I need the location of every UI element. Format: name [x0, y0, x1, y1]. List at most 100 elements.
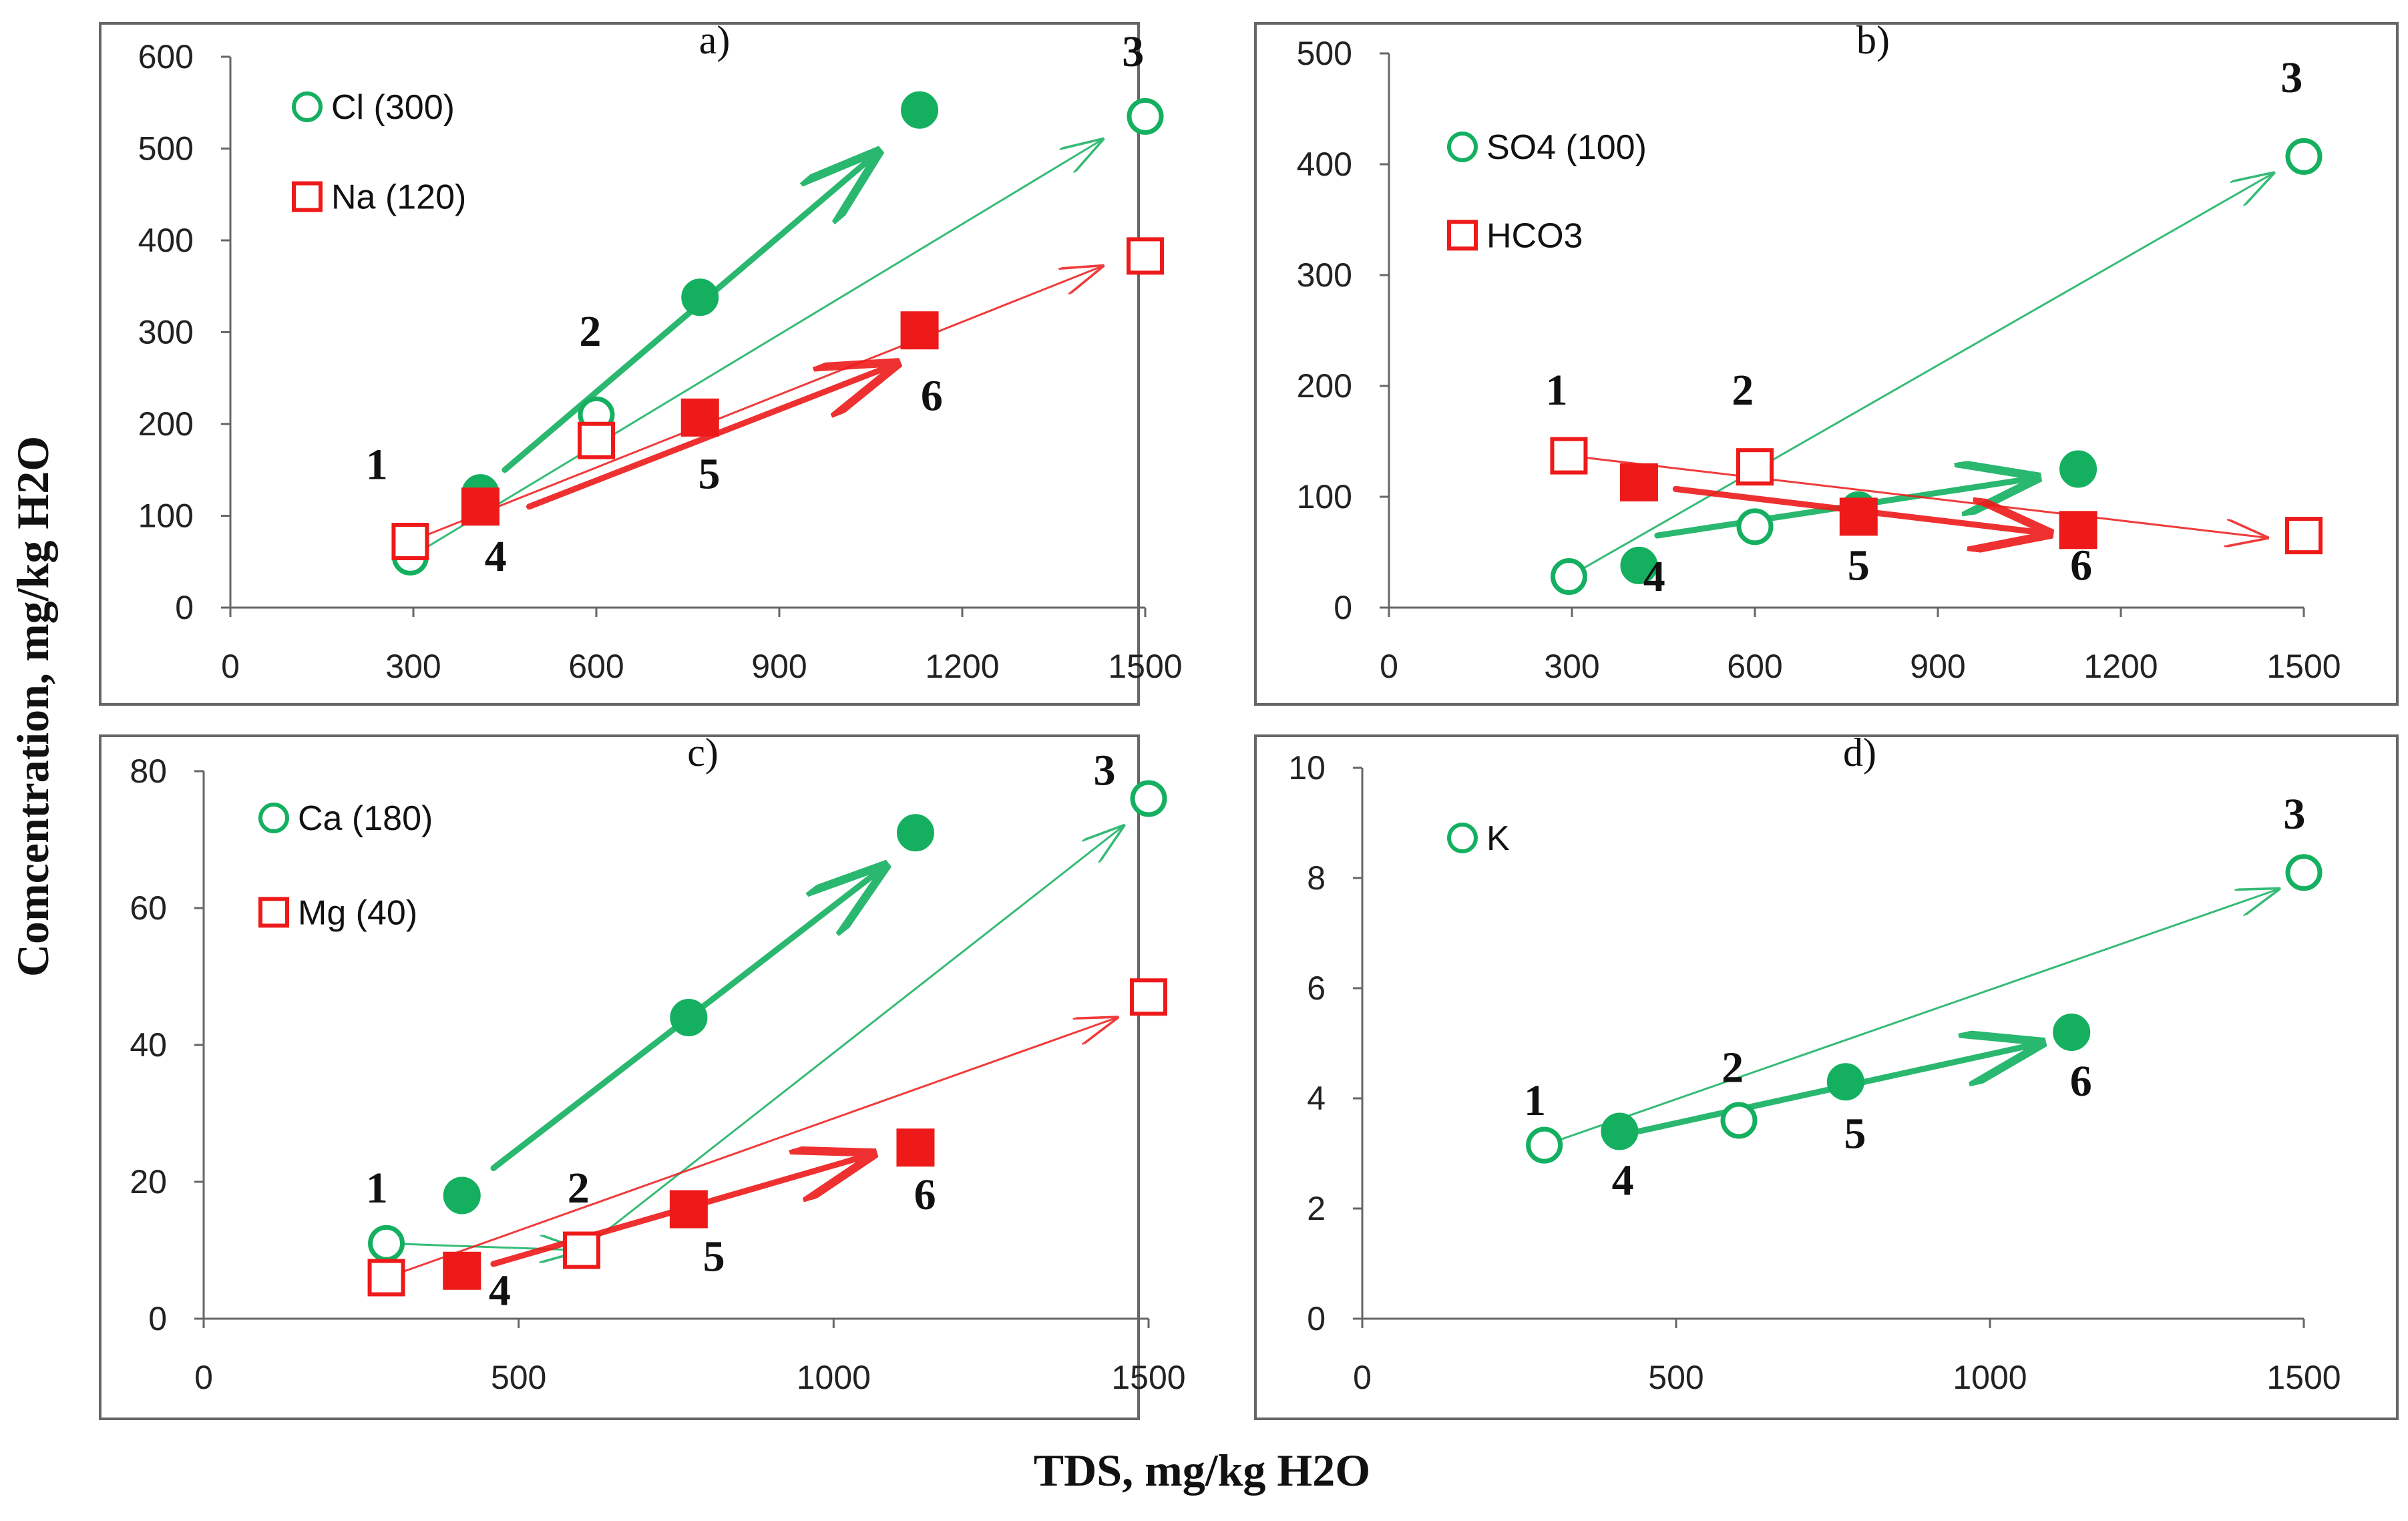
y-tick-label: 60 [130, 889, 167, 927]
data-point-filled [443, 1251, 481, 1290]
data-point-filled [900, 311, 939, 350]
y-tick-label: 6 [1307, 969, 1326, 1007]
panel-a: 0 100 200 300 400 500 600 0 300 600 900 1200 1500 a) 1… [138, 18, 1183, 685]
data-point-filled [2059, 450, 2097, 488]
data-point-open [563, 1231, 600, 1269]
data-point-open [1130, 780, 1167, 817]
panel-label: d) [1843, 730, 1876, 775]
data-point-open [1736, 508, 1774, 546]
legend-marker [292, 91, 323, 122]
y-tick-label: 80 [130, 752, 167, 790]
point-number-label: 5 [1848, 541, 1870, 590]
data-point-filled [2053, 1014, 2091, 1051]
point-number-label: 2 [579, 307, 601, 356]
legend-entry: HCO3 [1486, 216, 1583, 255]
panel-label: b) [1856, 18, 1890, 62]
x-tick-label: 1000 [797, 1359, 871, 1396]
data-point-open [2285, 517, 2323, 555]
thin-trend-arrow [1543, 889, 2279, 1146]
point-number-label: 6 [914, 1170, 936, 1219]
point-number-label: 4 [485, 532, 507, 581]
legend-marker [1447, 823, 1478, 853]
point-number-label: 1 [1546, 366, 1568, 415]
point-number-label: 2 [1732, 366, 1754, 415]
data-point-open [2285, 854, 2323, 891]
point-number-label: 6 [2070, 1057, 2092, 1106]
x-tick-label: 1500 [2266, 1359, 2341, 1396]
y-tick-label: 500 [138, 130, 194, 168]
data-point-filled [896, 1128, 935, 1167]
point-number-label: 4 [1612, 1156, 1634, 1205]
x-axis-title: TDS, mg/kg H2O [1034, 1445, 1370, 1496]
data-point-filled [1601, 1112, 1639, 1150]
x-tick-label: 300 [385, 648, 441, 685]
legend-entry: SO4 (100) [1486, 128, 1647, 167]
data-point-open [367, 1259, 405, 1297]
y-tick-label: 10 [1288, 749, 1326, 787]
y-tick-label: 500 [1297, 35, 1352, 72]
data-point-filled [670, 999, 708, 1036]
panel-label: c) [687, 730, 719, 775]
y-tick-label: 0 [1307, 1300, 1326, 1337]
data-point-filled [1620, 546, 1658, 584]
point-number-label: 3 [2283, 790, 2305, 839]
thin-trend-arrow [1567, 455, 2267, 538]
y-tick-label: 200 [1297, 367, 1352, 405]
data-point-open [391, 523, 429, 560]
data-point-open [1127, 237, 1164, 275]
point-number-label: 3 [1093, 746, 1115, 795]
y-tick-label: 400 [138, 222, 194, 259]
x-tick-label: 1200 [2083, 648, 2158, 685]
panel-b: 0 100 200 300 400 500 0 300 600 900 1200 1500 b) 1 2 3 4… [1297, 18, 2341, 685]
point-number-label: 1 [366, 1164, 388, 1213]
x-tick-label: 0 [221, 648, 240, 685]
y-tick-label: 200 [138, 405, 194, 443]
data-point-open [1130, 978, 1167, 1016]
point-number-label: 1 [1524, 1076, 1546, 1125]
x-tick-label: 500 [491, 1359, 546, 1396]
y-axis-title: Comcentration, mg/kg H2O [7, 436, 58, 977]
x-tick-label: 900 [751, 648, 807, 685]
point-number-label: 3 [1122, 27, 1144, 76]
data-point-open [1526, 1126, 1563, 1164]
y-tick-label: 40 [130, 1026, 167, 1064]
point-number-label: 2 [1722, 1043, 1744, 1092]
point-number-label: 5 [703, 1232, 725, 1281]
thin-trend-arrow [409, 140, 1102, 558]
point-number-label: 3 [2280, 53, 2302, 102]
x-tick-label: 1500 [1108, 648, 1182, 685]
data-point-open [1736, 448, 1774, 486]
legend-entry: Na (120) [331, 178, 466, 217]
y-tick-label: 4 [1307, 1080, 1326, 1117]
legend-entry: Mg (40) [298, 893, 417, 932]
point-number-label: 5 [698, 449, 720, 498]
data-point-open [1127, 97, 1164, 135]
point-number-label: 4 [489, 1267, 511, 1315]
y-tick-label: 400 [1297, 146, 1352, 183]
x-tick-label: 1500 [2266, 648, 2341, 685]
legend-entry: Cl (300) [331, 88, 455, 127]
x-tick-label: 1200 [925, 648, 999, 685]
legend-marker [1447, 220, 1478, 251]
data-point-filled [1619, 463, 1658, 501]
legend-marker [258, 897, 289, 928]
point-number-label: 5 [1844, 1109, 1866, 1158]
x-tick-label: 300 [1544, 648, 1599, 685]
thin-trend-arrow [409, 266, 1102, 543]
thin-trend-arrow [385, 1018, 1117, 1279]
panel-frame [1254, 22, 2399, 706]
x-tick-label: 1500 [1111, 1359, 1185, 1396]
point-number-label: 1 [366, 441, 388, 489]
legend-entry: K [1486, 819, 1510, 858]
x-tick-label: 500 [1648, 1359, 1703, 1396]
data-point-filled [461, 487, 499, 526]
y-tick-label: 2 [1307, 1190, 1326, 1227]
data-point-filled [443, 1176, 481, 1215]
data-point-filled [680, 398, 719, 437]
x-tick-label: 0 [194, 1359, 213, 1396]
legend-marker [258, 803, 289, 833]
x-tick-label: 600 [568, 648, 624, 685]
point-number-label: 2 [568, 1164, 590, 1213]
panel-frame [99, 22, 1140, 706]
